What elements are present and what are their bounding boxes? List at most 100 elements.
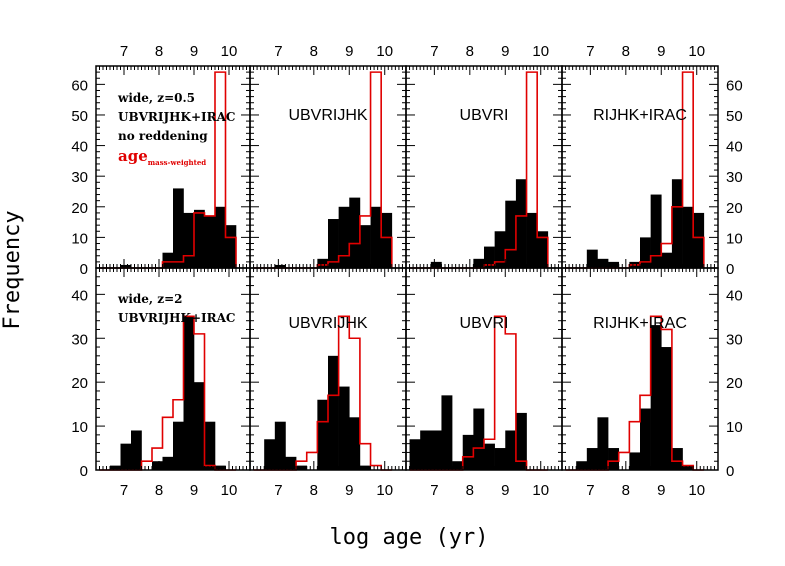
- histogram-bar: [671, 179, 683, 268]
- histogram-bar: [586, 249, 598, 268]
- histogram-bar: [597, 258, 609, 268]
- histogram-bar: [505, 200, 517, 268]
- x-tick-label: 9: [190, 43, 198, 60]
- histogram-bar: [349, 417, 361, 470]
- panel-r2-c3: 7 8 9 10 UBVRI: [405, 267, 563, 499]
- y-tick-label-right: 0: [726, 261, 734, 278]
- y-tick-label-left: 60: [71, 77, 88, 94]
- panel-label: RIJHK+IRAC: [593, 107, 687, 124]
- x-tick-label: 9: [501, 482, 509, 499]
- x-tick-label: 7: [430, 43, 438, 60]
- histogram-bar: [452, 461, 464, 470]
- y-axis-title: Frequency: [0, 210, 25, 329]
- histogram-bar: [349, 197, 361, 268]
- histogram-bar: [494, 231, 506, 268]
- histogram-bar: [682, 206, 694, 268]
- panel-r1-c2: 7 8 9 10 UBVRIJHK: [249, 43, 407, 269]
- histogram-bar: [215, 206, 226, 268]
- histogram-bar: [682, 465, 694, 470]
- mass-weighted-outline: [565, 315, 704, 471]
- histogram-bar: [650, 194, 662, 268]
- x-tick-label: 7: [274, 43, 282, 60]
- histogram-bar: [629, 452, 641, 470]
- histogram-bar: [462, 434, 474, 470]
- histogram-bar: [110, 465, 121, 470]
- histogram-bar: [131, 430, 142, 470]
- histogram-bar: [359, 225, 371, 268]
- y-tick-label-right: 0: [726, 463, 734, 480]
- histogram-bar: [484, 443, 495, 470]
- x-tick-label: 7: [586, 43, 594, 60]
- panel-r2-c1: 7 8 9 10 wide, z=2 UBVRIJHK+IRAC: [95, 267, 251, 499]
- panel-label: UBVRIJHK: [288, 315, 367, 332]
- histogram-bar: [194, 209, 205, 268]
- x-tick-label: 9: [345, 482, 353, 499]
- y-tick-label-right: 10: [726, 230, 743, 247]
- histogram-bar: [409, 439, 421, 470]
- panel-label: RIJHK+IRAC: [593, 315, 687, 332]
- histogram-bar: [576, 461, 588, 470]
- x-tick-label: 8: [466, 43, 474, 60]
- x-tick-label: 9: [657, 43, 665, 60]
- histogram-bar: [661, 347, 673, 470]
- histogram-bar: [162, 456, 174, 470]
- y-tick-label-left: 40: [71, 287, 88, 304]
- histogram-bar: [441, 395, 453, 470]
- histogram-bar: [120, 264, 132, 268]
- x-tick-label: 10: [532, 43, 549, 60]
- panel-note: UBVRIJHK+IRAC: [118, 311, 235, 325]
- mass-weighted-outline: [99, 315, 236, 471]
- x-tick-label: 9: [501, 43, 509, 60]
- histogram-bar: [537, 231, 549, 268]
- histogram-bar: [338, 386, 350, 470]
- panel-label: UBVRIJHK: [288, 107, 367, 124]
- x-tick-label: 8: [310, 43, 318, 60]
- histogram-bar: [183, 316, 195, 470]
- histogram-bar: [215, 465, 226, 470]
- x-tick-label: 9: [190, 482, 198, 499]
- histogram-bar: [204, 215, 216, 268]
- histogram-bar: [515, 179, 527, 268]
- panel-r2-c4: 7 8 9 10 RIJHK+IRAC: [561, 267, 719, 499]
- histogram-bar: [430, 430, 442, 470]
- panel-r1-c4: 7 8 9 10 RIJHK+IRAC: [561, 43, 719, 269]
- panel-note: wide, z=2: [117, 292, 183, 306]
- x-tick-label: 10: [532, 482, 549, 499]
- y-tick-label-left: 10: [71, 419, 88, 436]
- x-tick-label: 7: [430, 482, 438, 499]
- x-tick-label: 9: [657, 482, 665, 499]
- panel-r1-c3: 7 8 9 10 UBVRI: [405, 43, 563, 269]
- histogram-bar: [597, 417, 609, 470]
- histogram-bar: [162, 252, 174, 268]
- histogram-bar: [494, 448, 506, 470]
- y-tick-label-right: 60: [726, 77, 743, 94]
- histogram-bar: [152, 461, 163, 470]
- histogram-bar: [183, 212, 195, 268]
- histogram-bar: [264, 439, 276, 470]
- histogram-bar: [661, 252, 673, 268]
- x-tick-label: 10: [688, 482, 705, 499]
- histogram-bar: [586, 448, 598, 470]
- y-tick-label-left: 0: [80, 261, 88, 278]
- histogram-bar: [484, 246, 495, 268]
- x-tick-label: 8: [466, 482, 474, 499]
- y-tick-label-left: 40: [71, 139, 88, 156]
- histogram-bar: [274, 264, 286, 268]
- histogram-bar: [473, 408, 485, 470]
- y-tick-label-left: 30: [71, 331, 88, 348]
- x-tick-label: 10: [221, 43, 238, 60]
- histogram-bar: [608, 448, 620, 470]
- histogram-bar: [640, 237, 651, 268]
- histogram-bar: [328, 355, 339, 470]
- x-tick-label: 8: [622, 43, 630, 60]
- x-tick-label: 10: [376, 482, 393, 499]
- panel-r1-c1: 7 8 9 10 wide, z=0.5 UBVRIJHK+IRAC no reddenin…: [95, 43, 251, 269]
- histogram-bar: [338, 206, 350, 268]
- y-tick-label-right: 20: [726, 375, 743, 392]
- panel-note: wide, z=0.5: [117, 91, 195, 105]
- panel-note: no reddening: [118, 129, 208, 143]
- x-tick-label: 10: [221, 482, 238, 499]
- y-tick-label-left: 10: [71, 230, 88, 247]
- histogram-bar: [296, 465, 308, 470]
